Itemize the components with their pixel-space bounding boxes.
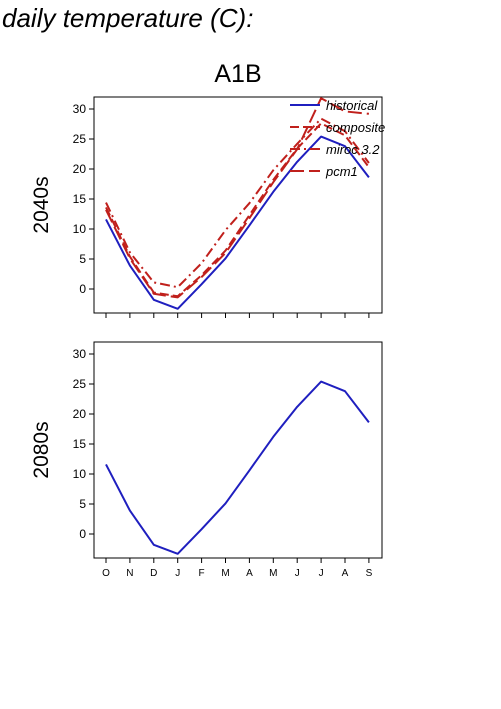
legend-label: composite [326, 120, 385, 135]
y-tick-label: 20 [73, 162, 87, 176]
y-tick-label: 25 [73, 377, 87, 391]
y-tick-label: 30 [73, 102, 87, 116]
x-tick-label: J [295, 568, 300, 579]
x-tick-label: M [221, 568, 229, 579]
y-tick-label: 20 [73, 407, 87, 421]
x-tick-label: M [269, 568, 277, 579]
series-line-historical [105, 135, 370, 310]
x-tick-label: O [102, 568, 110, 579]
y-tick-label: 15 [73, 192, 87, 206]
page-title: daily temperature (C): [2, 3, 254, 33]
legend-label: historical [326, 98, 378, 113]
scenario-label: A1B [214, 60, 261, 88]
x-tick-label: D [150, 568, 157, 579]
x-tick-label: A [342, 568, 349, 579]
x-tick-label: J [175, 568, 180, 579]
x-tick-label: F [199, 568, 205, 579]
y-tick-label: 15 [73, 437, 87, 451]
plot-frame [93, 96, 383, 314]
y-tick-label: 5 [79, 497, 86, 511]
legend-label: pcm1 [325, 164, 358, 179]
series-line-composite [105, 122, 370, 298]
y-tick-label: 10 [73, 467, 87, 481]
x-tick-label: A [246, 568, 253, 579]
y-tick-label: 25 [73, 132, 87, 146]
series-line-pcm1 [105, 97, 369, 299]
y-tick-label: 5 [79, 252, 86, 266]
x-tick-label: S [366, 568, 373, 579]
y-tick-label: 30 [73, 347, 87, 361]
series-line-miroc-3-2 [105, 117, 370, 289]
y-tick-label: 0 [79, 527, 86, 541]
y-tick-label: 0 [79, 282, 86, 296]
x-tick-label: J [319, 568, 324, 579]
y-tick-label: 10 [73, 222, 87, 236]
x-tick-label: N [126, 568, 133, 579]
row-label: 2040s [30, 176, 53, 233]
legend-label: miroc 3.2 [326, 142, 380, 157]
series-line-historical [105, 380, 370, 555]
row-label: 2080s [30, 421, 53, 478]
plot-frame [93, 341, 383, 559]
